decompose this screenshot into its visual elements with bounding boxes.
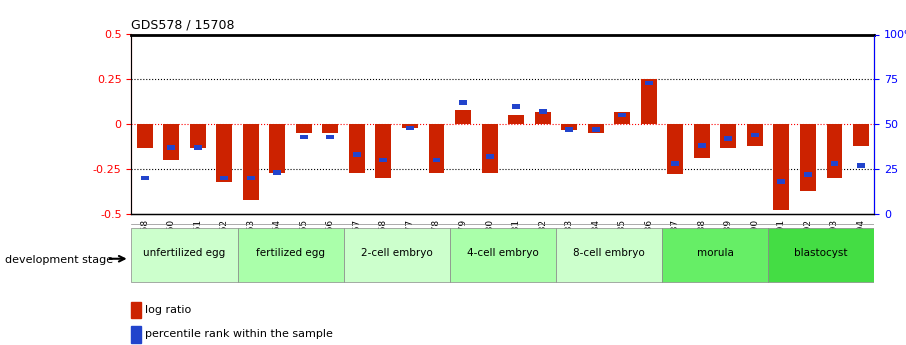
Bar xyxy=(274,170,281,175)
Bar xyxy=(459,100,467,105)
FancyBboxPatch shape xyxy=(449,228,556,282)
Text: fertilized egg: fertilized egg xyxy=(256,248,325,258)
Bar xyxy=(429,124,445,172)
Bar xyxy=(720,124,737,148)
Text: GDS578 / 15708: GDS578 / 15708 xyxy=(131,19,235,32)
Text: morula: morula xyxy=(697,248,734,258)
Bar xyxy=(698,144,706,148)
Bar xyxy=(751,133,759,137)
Bar xyxy=(131,326,141,343)
Bar xyxy=(380,158,388,162)
Bar xyxy=(194,145,202,150)
Bar xyxy=(486,154,494,159)
Bar xyxy=(220,176,228,180)
Bar xyxy=(137,124,152,148)
Bar xyxy=(671,161,680,166)
Bar xyxy=(512,104,520,108)
Bar xyxy=(269,124,285,172)
Bar xyxy=(168,145,175,150)
Bar xyxy=(300,135,308,139)
Bar xyxy=(349,124,365,172)
Text: percentile rank within the sample: percentile rank within the sample xyxy=(145,329,333,339)
Bar xyxy=(777,179,786,184)
Bar xyxy=(826,124,843,178)
FancyBboxPatch shape xyxy=(768,228,874,282)
Bar xyxy=(857,163,865,168)
Bar xyxy=(353,152,361,157)
Bar xyxy=(402,124,418,128)
FancyBboxPatch shape xyxy=(343,228,449,282)
FancyBboxPatch shape xyxy=(131,228,237,282)
FancyBboxPatch shape xyxy=(237,228,343,282)
Bar xyxy=(243,124,259,199)
Bar xyxy=(406,126,414,130)
Text: 8-cell embryo: 8-cell embryo xyxy=(573,248,645,258)
Bar xyxy=(140,176,149,180)
Bar xyxy=(508,115,524,124)
Bar xyxy=(375,124,391,178)
Bar xyxy=(774,124,789,210)
Bar xyxy=(645,81,652,85)
Text: unfertilized egg: unfertilized egg xyxy=(143,248,226,258)
Bar xyxy=(592,127,600,132)
Bar xyxy=(246,176,255,180)
Bar xyxy=(131,302,141,318)
Bar xyxy=(163,124,179,160)
Bar xyxy=(614,112,631,124)
Text: log ratio: log ratio xyxy=(145,305,191,315)
Bar xyxy=(323,124,338,133)
Bar xyxy=(804,172,812,177)
Bar xyxy=(668,124,683,175)
Text: 4-cell embryo: 4-cell embryo xyxy=(467,248,539,258)
Bar xyxy=(217,124,232,181)
Bar xyxy=(831,161,838,166)
Bar xyxy=(455,110,471,124)
Text: 2-cell embryo: 2-cell embryo xyxy=(361,248,432,258)
Bar xyxy=(535,112,551,124)
Bar xyxy=(296,124,312,133)
Bar xyxy=(618,113,626,117)
Bar xyxy=(565,127,573,132)
Bar xyxy=(694,124,709,158)
Bar xyxy=(747,124,763,146)
Bar xyxy=(326,135,334,139)
Bar xyxy=(800,124,816,190)
Bar xyxy=(432,158,440,162)
FancyBboxPatch shape xyxy=(662,228,768,282)
Text: blastocyst: blastocyst xyxy=(795,248,848,258)
Text: development stage: development stage xyxy=(5,256,112,265)
Bar xyxy=(641,79,657,124)
Bar xyxy=(725,136,732,141)
Bar xyxy=(561,124,577,130)
Bar xyxy=(588,124,603,133)
Bar xyxy=(189,124,206,148)
Bar xyxy=(482,124,497,172)
Bar xyxy=(853,124,869,146)
FancyBboxPatch shape xyxy=(556,228,662,282)
Bar xyxy=(539,109,546,114)
